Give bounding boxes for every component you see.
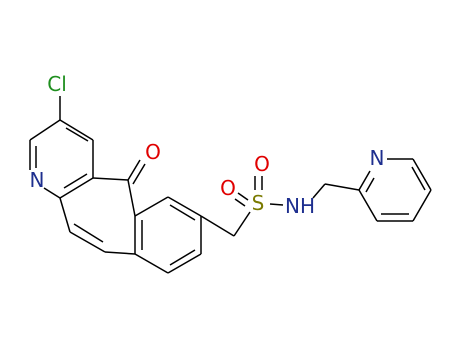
atom-label: Cl [47,72,67,96]
atom-label: N [370,146,385,170]
atom-label: S [252,191,265,215]
atom-label: O [145,140,161,164]
atom-label: N [30,168,45,192]
atom-label: NH [285,194,315,218]
atom-label: O [220,176,236,200]
atom-label: O [254,152,270,176]
bonds [29,96,432,274]
